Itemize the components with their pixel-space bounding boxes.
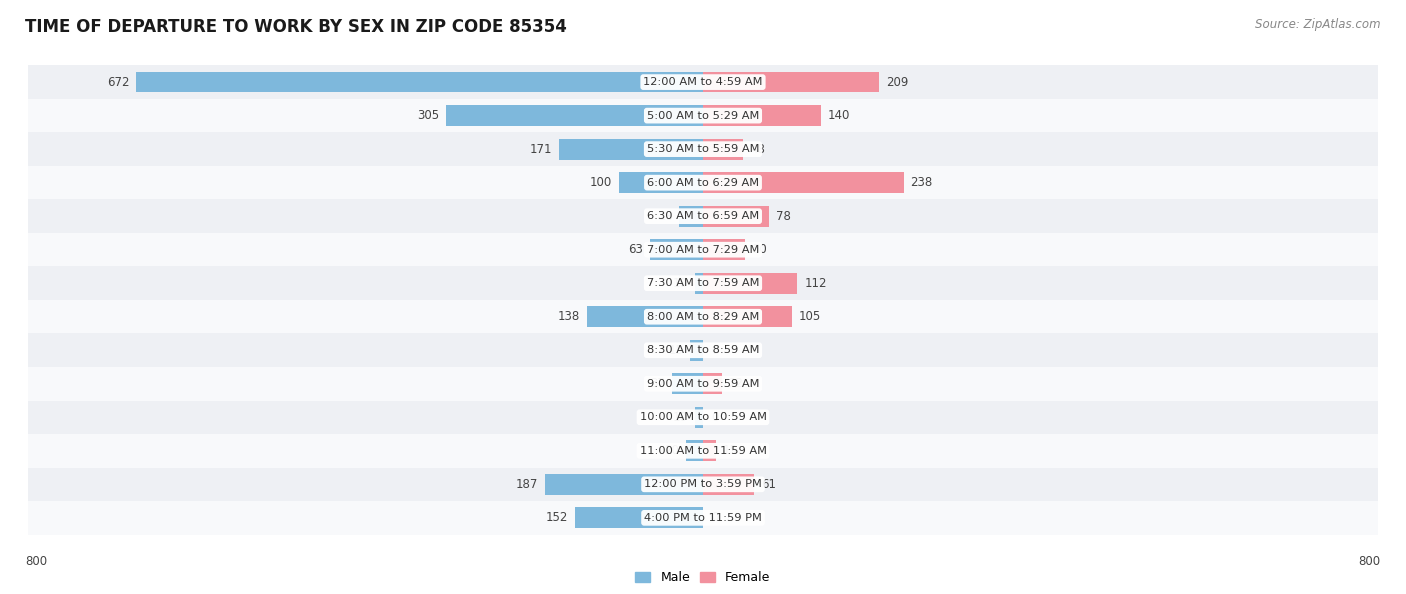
- Legend: Male, Female: Male, Female: [630, 566, 776, 589]
- Text: 20: 20: [665, 444, 679, 457]
- Text: 7:00 AM to 7:29 AM: 7:00 AM to 7:29 AM: [647, 245, 759, 255]
- Bar: [28, 333, 1378, 367]
- Bar: [586, 307, 703, 327]
- Bar: [28, 132, 1378, 166]
- Bar: [575, 507, 703, 528]
- Bar: [28, 434, 1378, 467]
- Bar: [28, 166, 1378, 200]
- Text: 15: 15: [669, 344, 683, 357]
- Text: 187: 187: [516, 478, 538, 491]
- Bar: [695, 407, 703, 428]
- Text: 15: 15: [723, 444, 737, 457]
- Text: 5:00 AM to 5:29 AM: 5:00 AM to 5:29 AM: [647, 110, 759, 121]
- Text: 10: 10: [673, 277, 688, 290]
- Bar: [28, 99, 1378, 132]
- Text: 800: 800: [1358, 555, 1381, 568]
- Bar: [136, 72, 703, 93]
- Bar: [619, 172, 703, 193]
- Bar: [446, 105, 703, 126]
- Bar: [28, 200, 1378, 233]
- Text: TIME OF DEPARTURE TO WORK BY SEX IN ZIP CODE 85354: TIME OF DEPARTURE TO WORK BY SEX IN ZIP …: [25, 18, 567, 36]
- Text: 5:30 AM to 5:59 AM: 5:30 AM to 5:59 AM: [647, 144, 759, 154]
- Text: 12:00 AM to 4:59 AM: 12:00 AM to 4:59 AM: [644, 77, 762, 87]
- Text: 672: 672: [107, 75, 129, 89]
- Text: 12:00 PM to 3:59 PM: 12:00 PM to 3:59 PM: [644, 479, 762, 489]
- Text: 209: 209: [886, 75, 908, 89]
- Text: 6:30 AM to 6:59 AM: 6:30 AM to 6:59 AM: [647, 211, 759, 221]
- Text: 238: 238: [911, 176, 932, 189]
- Bar: [703, 374, 721, 394]
- Text: 22: 22: [728, 377, 744, 390]
- Text: 105: 105: [799, 310, 821, 323]
- Bar: [703, 273, 797, 293]
- Text: 138: 138: [558, 310, 579, 323]
- Text: 78: 78: [776, 210, 790, 223]
- Bar: [703, 307, 792, 327]
- Bar: [703, 239, 745, 260]
- Bar: [28, 267, 1378, 300]
- Bar: [695, 273, 703, 293]
- Text: 7:30 AM to 7:59 AM: 7:30 AM to 7:59 AM: [647, 278, 759, 288]
- Bar: [28, 367, 1378, 400]
- Bar: [28, 501, 1378, 535]
- Bar: [703, 206, 769, 226]
- Text: 152: 152: [546, 511, 568, 525]
- Text: 140: 140: [828, 109, 851, 122]
- Text: 8:30 AM to 8:59 AM: 8:30 AM to 8:59 AM: [647, 345, 759, 355]
- Bar: [703, 105, 821, 126]
- Text: 0: 0: [711, 344, 718, 357]
- Bar: [690, 340, 703, 361]
- Text: 100: 100: [589, 176, 612, 189]
- Text: 4:00 PM to 11:59 PM: 4:00 PM to 11:59 PM: [644, 513, 762, 523]
- Bar: [28, 65, 1378, 99]
- Bar: [558, 139, 703, 160]
- Bar: [650, 239, 703, 260]
- Text: 171: 171: [530, 143, 553, 156]
- Text: 800: 800: [25, 555, 48, 568]
- Bar: [28, 300, 1378, 333]
- Bar: [28, 233, 1378, 267]
- Text: Source: ZipAtlas.com: Source: ZipAtlas.com: [1256, 18, 1381, 31]
- Bar: [703, 474, 755, 495]
- Bar: [703, 72, 879, 93]
- Text: 0: 0: [711, 411, 718, 424]
- Text: 6:00 AM to 6:29 AM: 6:00 AM to 6:29 AM: [647, 178, 759, 188]
- Text: 10:00 AM to 10:59 AM: 10:00 AM to 10:59 AM: [640, 412, 766, 422]
- Bar: [686, 440, 703, 461]
- Bar: [28, 467, 1378, 501]
- Text: 28: 28: [658, 210, 672, 223]
- Text: 50: 50: [752, 243, 766, 256]
- Text: 37: 37: [650, 377, 665, 390]
- Bar: [546, 474, 703, 495]
- Bar: [703, 440, 716, 461]
- Text: 305: 305: [416, 109, 439, 122]
- Text: 63: 63: [628, 243, 643, 256]
- Bar: [672, 374, 703, 394]
- Bar: [703, 139, 744, 160]
- Text: 11:00 AM to 11:59 AM: 11:00 AM to 11:59 AM: [640, 446, 766, 456]
- Bar: [679, 206, 703, 226]
- Text: 10: 10: [673, 411, 688, 424]
- Text: 9:00 AM to 9:59 AM: 9:00 AM to 9:59 AM: [647, 379, 759, 388]
- Text: 48: 48: [751, 143, 765, 156]
- Bar: [28, 400, 1378, 434]
- Text: 8:00 AM to 8:29 AM: 8:00 AM to 8:29 AM: [647, 312, 759, 322]
- Bar: [703, 172, 904, 193]
- Text: 112: 112: [804, 277, 827, 290]
- Text: 61: 61: [761, 478, 776, 491]
- Text: 0: 0: [711, 511, 718, 525]
